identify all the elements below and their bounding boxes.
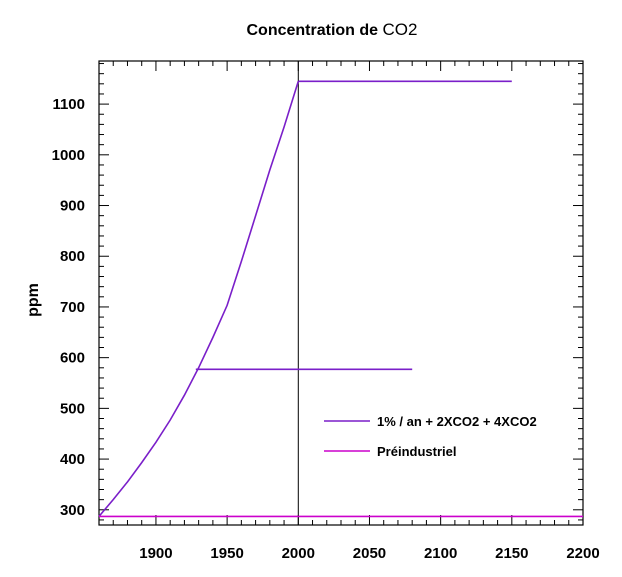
y-tick-label: 1000 <box>52 147 85 164</box>
x-tick-label: 2150 <box>495 545 528 562</box>
x-tick-label: 1950 <box>210 545 243 562</box>
chart-title: Concentration de CO2 <box>247 20 418 39</box>
chart-title-prefix: Concentration de <box>247 22 383 39</box>
legend-label: 1% / an + 2XCO2 + 4XCO2 <box>377 414 537 429</box>
y-tick-label: 500 <box>60 400 85 417</box>
y-tick-label: 400 <box>60 451 85 468</box>
legend-label: Préindustriel <box>377 444 456 459</box>
series-line-1-segment-1 <box>98 81 300 517</box>
y-tick-label: 900 <box>60 198 85 215</box>
x-tick-label: 2000 <box>282 545 315 562</box>
x-tick-label: 2100 <box>424 545 457 562</box>
y-tick-label: 300 <box>60 502 85 519</box>
x-tick-label: 2200 <box>566 545 599 562</box>
x-tick-label: 1900 <box>139 545 172 562</box>
y-axis-label: ppm <box>25 283 42 317</box>
y-tick-label: 600 <box>60 350 85 367</box>
plot-area: 1900 1950 2000 2050 2100 2150 2200 300 400 500 600… <box>52 60 600 562</box>
legend: 1% / an + 2XCO2 + 4XCO2 Préindustriel <box>324 414 537 459</box>
x-tick-label: 2050 <box>353 545 386 562</box>
chart-title-suffix: CO2 <box>383 20 418 39</box>
plot-frame <box>98 60 584 526</box>
y-tick-label: 700 <box>60 299 85 316</box>
y-tick-label: 1100 <box>52 96 85 113</box>
y-tick-label: 800 <box>60 248 85 265</box>
